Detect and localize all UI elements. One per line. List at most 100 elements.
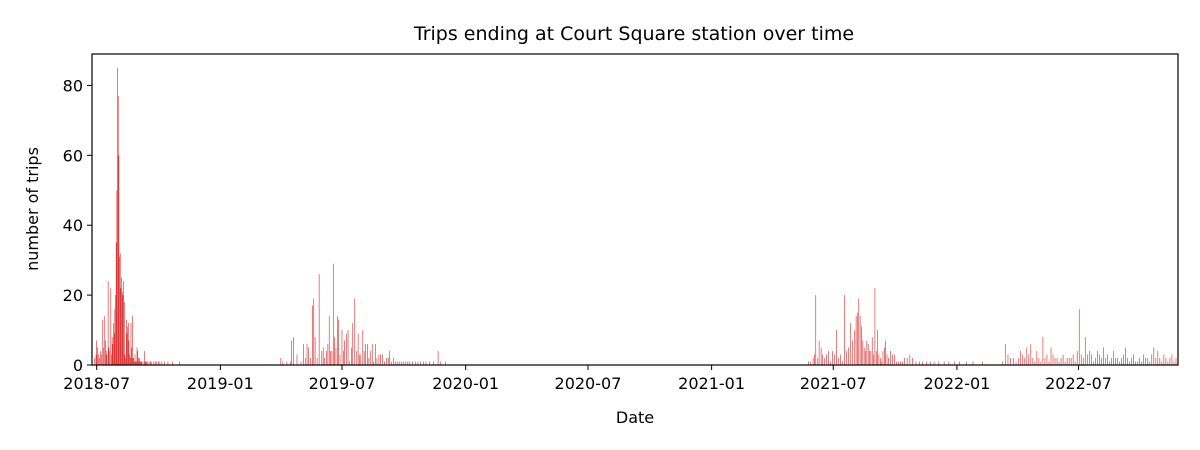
bar [1133, 354, 1134, 365]
bar [1103, 347, 1104, 365]
bar [902, 361, 903, 365]
y-tick-label: 40 [63, 216, 83, 235]
bar [130, 323, 132, 365]
bar [1002, 361, 1003, 365]
bar [365, 344, 366, 365]
bar [129, 354, 130, 365]
bar [906, 358, 908, 365]
x-tick-label: 2021-01 [678, 374, 745, 393]
bar [1113, 351, 1114, 365]
bar [930, 361, 931, 365]
bar [117, 67, 118, 365]
bar [96, 340, 97, 365]
bar [351, 347, 352, 365]
bar [335, 347, 337, 365]
bar [99, 358, 100, 365]
bar [115, 242, 117, 365]
chart-title: Trips ending at Court Square station ove… [413, 23, 854, 45]
bar [1024, 358, 1026, 365]
bar [838, 358, 839, 365]
bar [324, 358, 325, 365]
bar [167, 361, 169, 365]
bar [135, 361, 136, 365]
x-tick-label: 2019-01 [187, 374, 254, 393]
bar [405, 361, 407, 365]
bar [926, 361, 927, 365]
bar [280, 358, 282, 365]
bar [867, 344, 869, 365]
bar [368, 358, 370, 365]
bar [1078, 309, 1080, 365]
bar [145, 361, 147, 365]
bar [1097, 351, 1098, 365]
bar [131, 347, 132, 365]
bar [445, 361, 446, 365]
bar [1121, 358, 1122, 365]
bar [124, 354, 126, 365]
bar [286, 361, 288, 365]
bar [95, 354, 97, 365]
bar [1060, 358, 1062, 365]
y-axis-title: number of trips [23, 147, 42, 271]
bar [105, 340, 106, 365]
bar [1007, 354, 1009, 365]
bar [105, 351, 107, 365]
bar [156, 361, 157, 365]
bar [1010, 358, 1011, 365]
bar [1171, 354, 1173, 365]
bar [139, 358, 141, 365]
bar [933, 361, 935, 365]
bar [420, 361, 421, 365]
bar [158, 361, 159, 365]
bar [1064, 361, 1066, 365]
bar [1058, 361, 1060, 365]
bar [429, 361, 430, 365]
x-tick-label: 2019-07 [309, 374, 376, 393]
bar [136, 347, 138, 365]
bar [824, 358, 825, 365]
bar [401, 361, 403, 365]
x-tick-label: 2022-01 [923, 374, 990, 393]
bar [1070, 358, 1072, 365]
bar [369, 351, 371, 365]
bar [127, 326, 128, 365]
y-axis: 0 20 40 60 80 [63, 76, 92, 375]
bar [111, 337, 113, 365]
bar [1151, 354, 1153, 365]
bar [101, 354, 102, 365]
bar [1173, 361, 1175, 365]
bar [144, 361, 146, 365]
bar [815, 295, 817, 365]
bar [133, 358, 134, 365]
bar [1022, 354, 1024, 365]
bar [282, 361, 284, 365]
bar [107, 281, 109, 365]
bar [820, 347, 822, 365]
bar [866, 340, 868, 365]
bar [154, 361, 156, 365]
bar [437, 351, 439, 365]
bar [141, 361, 143, 365]
bar [862, 340, 864, 365]
bar [127, 323, 129, 365]
bar [341, 330, 343, 365]
bar [877, 330, 878, 365]
bar [1131, 358, 1132, 365]
bar [98, 354, 100, 365]
bar [120, 288, 122, 365]
x-tick-label: 2018-07 [63, 374, 130, 393]
bar [108, 347, 110, 365]
bar [1018, 358, 1020, 365]
bar [371, 344, 373, 365]
bar [859, 316, 861, 365]
bar [879, 358, 881, 365]
bar [409, 361, 411, 365]
bar [818, 340, 820, 365]
bar [848, 347, 849, 365]
bar [884, 347, 885, 365]
bar [1056, 358, 1058, 365]
bar [1125, 347, 1126, 365]
bar [1143, 354, 1145, 365]
bar [119, 253, 121, 365]
